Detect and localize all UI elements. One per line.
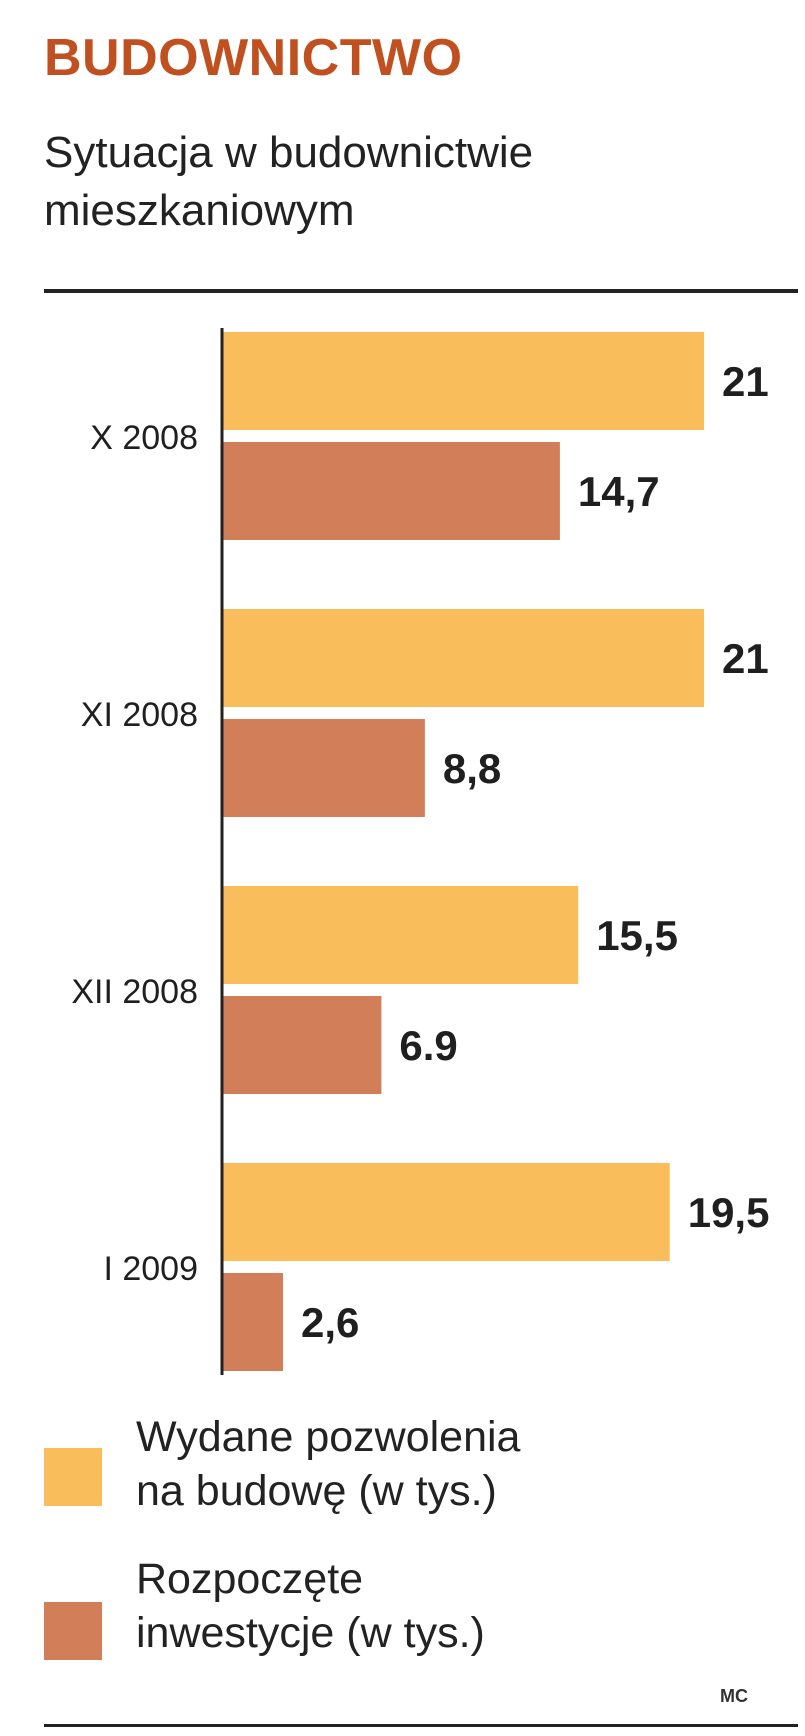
data-label: 21 [722, 635, 769, 682]
bar-permits [223, 332, 705, 430]
data-label: 14,7 [578, 468, 660, 515]
category-label: X 2008 [90, 419, 198, 457]
data-label: 15,5 [596, 912, 678, 959]
bar-permits [223, 1163, 670, 1261]
data-label: 8,8 [443, 745, 501, 792]
data-label: 6.9 [399, 1022, 457, 1069]
bar-investments [223, 442, 560, 540]
category-label: I 2009 [103, 1250, 198, 1288]
legend-swatch-investments [44, 1602, 102, 1660]
chart-title: BUDOWNICTWO [44, 29, 463, 87]
data-label: 19,5 [688, 1189, 770, 1236]
bar-investments [223, 719, 425, 817]
chart-subtitle: Sytuacja w budownictwie mieszkaniowym [44, 128, 534, 235]
legend-item-permits: Wydane pozwolenia na budowę (w tys.) [44, 1410, 764, 1520]
bar-investments [223, 1273, 283, 1371]
top-divider [44, 289, 798, 293]
bottom-divider [44, 1724, 798, 1727]
legend-label-permits: Wydane pozwolenia na budowę (w tys.) [136, 1413, 521, 1515]
legend-item-investments: Rozpoczęte inwestycje (w tys.) [44, 1552, 764, 1662]
legend-swatch-permits [44, 1448, 102, 1506]
legend-label-investments: Rozpoczęte inwestycje (w tys.) [136, 1555, 485, 1657]
bar-permits [223, 609, 705, 707]
credit-label: MC [720, 1686, 748, 1706]
data-label: 21 [722, 358, 769, 405]
data-label: 2,6 [301, 1299, 359, 1346]
bar-investments [223, 996, 382, 1094]
bar-chart: X 2008 21 14,7 XI 2008 21 8,8 XII 2008 15,5 6.9 I… [71, 328, 770, 1375]
category-label: XII 2008 [71, 973, 198, 1011]
category-label: XI 2008 [81, 696, 198, 734]
bar-permits [223, 886, 579, 984]
